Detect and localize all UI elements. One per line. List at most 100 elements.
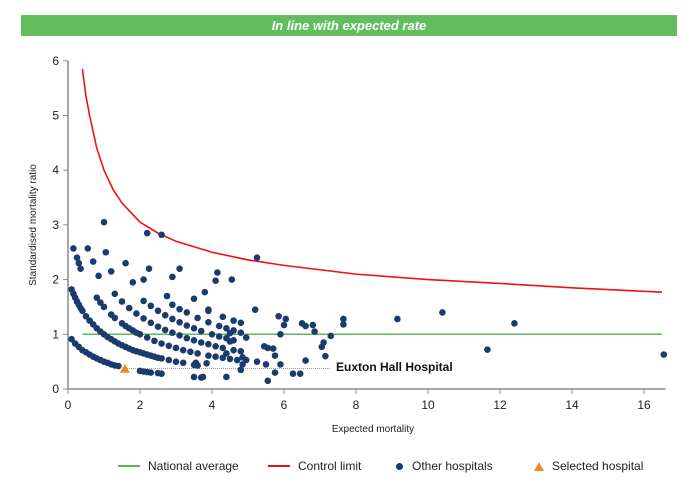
other-hospital-point bbox=[296, 370, 304, 377]
other-hospital-point bbox=[215, 322, 223, 330]
other-hospital-point bbox=[212, 343, 219, 350]
other-hospital-point bbox=[226, 355, 234, 363]
other-hospital-point bbox=[190, 324, 198, 332]
other-hospital-point bbox=[208, 331, 216, 338]
control-limit-line bbox=[81, 68, 663, 293]
other-hospital-point bbox=[154, 323, 162, 330]
other-hospital-point bbox=[271, 352, 279, 359]
other-hospital-point bbox=[102, 248, 110, 256]
other-hospital-point bbox=[215, 333, 223, 340]
other-hospital-point bbox=[302, 357, 309, 364]
other-hospital-point bbox=[143, 334, 151, 341]
x-tick-label: 16 bbox=[637, 398, 651, 412]
other-hospital-point bbox=[145, 265, 153, 272]
legend-national-average: National average bbox=[118, 459, 239, 473]
other-hospital-point bbox=[176, 332, 183, 339]
other-hospital-point bbox=[253, 254, 261, 262]
other-hospital-point bbox=[289, 370, 297, 377]
other-hospital-point bbox=[82, 312, 90, 320]
other-hospital-point bbox=[183, 309, 191, 316]
other-hospital-point bbox=[190, 295, 198, 303]
other-hospital-point bbox=[140, 276, 147, 283]
other-hospital-point bbox=[280, 321, 288, 329]
other-hospital-point bbox=[277, 361, 284, 368]
other-hospital-point bbox=[165, 342, 173, 350]
other-hospital-point bbox=[201, 288, 209, 296]
other-hospital-point bbox=[327, 332, 335, 340]
other-hospital-point bbox=[309, 321, 317, 329]
other-hospital-point bbox=[484, 346, 491, 353]
other-hospital-point bbox=[340, 315, 347, 323]
other-hospital-point bbox=[230, 346, 237, 354]
y-tick-label: 1 bbox=[52, 327, 59, 341]
other-hospital-point bbox=[318, 343, 326, 351]
other-hospital-point bbox=[253, 358, 261, 365]
line-swatch-icon bbox=[118, 465, 140, 467]
other-hospital-point bbox=[115, 362, 122, 370]
other-hospital-point bbox=[133, 310, 140, 317]
legend-control-limit: Control limit bbox=[268, 459, 361, 473]
status-banner: In line with expected rate bbox=[21, 15, 677, 36]
other-hospital-point bbox=[194, 350, 201, 357]
other-hospital-point bbox=[151, 337, 158, 345]
other-hospital-point bbox=[158, 370, 165, 377]
other-hospital-point bbox=[197, 374, 205, 381]
other-hospital-point bbox=[260, 343, 268, 350]
other-hospital-point bbox=[271, 369, 279, 376]
x-tick-label: 12 bbox=[493, 398, 507, 412]
other-hospital-point bbox=[84, 245, 92, 252]
other-hospital-point bbox=[205, 306, 212, 313]
dot-icon bbox=[396, 462, 403, 470]
x-axis-label: Expected mortality bbox=[332, 424, 414, 435]
other-hospital-point bbox=[129, 279, 137, 286]
y-tick-label: 6 bbox=[52, 54, 59, 68]
other-hospital-point bbox=[165, 356, 173, 364]
other-hospital-point bbox=[176, 265, 183, 272]
other-hospital-point bbox=[163, 292, 171, 300]
other-hospital-point bbox=[140, 297, 147, 305]
legend-selected-hospital: Selected hospital bbox=[534, 459, 643, 473]
other-hospital-point bbox=[223, 350, 230, 357]
other-hospital-point bbox=[340, 321, 347, 328]
other-hospital-point bbox=[176, 318, 183, 326]
other-hospital-point bbox=[79, 307, 86, 315]
other-hospital-point bbox=[277, 331, 284, 338]
x-tick-label: 14 bbox=[565, 398, 579, 412]
other-hospital-point bbox=[140, 315, 147, 322]
other-hospital-point bbox=[302, 322, 309, 330]
other-hospital-point bbox=[190, 373, 198, 381]
other-hospital-point bbox=[70, 245, 77, 252]
other-hospital-point bbox=[439, 309, 446, 316]
other-hospital-point bbox=[89, 258, 97, 265]
other-hospital-point bbox=[147, 302, 155, 310]
other-hospital-point bbox=[125, 304, 133, 312]
other-hospital-point bbox=[100, 218, 108, 226]
other-hospital-point bbox=[233, 356, 241, 364]
other-hospital-point bbox=[176, 305, 183, 313]
other-hospital-point bbox=[172, 358, 180, 365]
other-hospital-point bbox=[237, 347, 245, 355]
other-hospital-point bbox=[158, 340, 165, 347]
other-hospital-point bbox=[161, 311, 169, 319]
line-swatch-icon bbox=[268, 465, 290, 467]
other-hospital-point bbox=[394, 315, 401, 323]
other-hospital-point bbox=[226, 338, 234, 345]
other-hospital-point bbox=[183, 322, 191, 329]
other-hospital-point bbox=[77, 265, 84, 272]
other-hospital-point bbox=[511, 320, 518, 327]
other-hospital-point bbox=[197, 339, 205, 346]
other-hospital-point bbox=[187, 348, 194, 356]
other-hospital-point bbox=[230, 317, 237, 324]
other-hospital-point bbox=[322, 352, 329, 360]
other-hospital-point bbox=[242, 334, 250, 341]
x-tick-label: 8 bbox=[353, 398, 360, 412]
other-hospital-point bbox=[161, 326, 169, 334]
other-hospital-point bbox=[223, 324, 230, 332]
other-hospital-point bbox=[205, 340, 212, 348]
other-hospital-point bbox=[147, 369, 155, 376]
other-hospital-point bbox=[179, 346, 187, 354]
x-tick-label: 2 bbox=[137, 398, 144, 412]
other-hospital-point bbox=[172, 344, 180, 352]
other-hospital-point bbox=[242, 356, 250, 364]
